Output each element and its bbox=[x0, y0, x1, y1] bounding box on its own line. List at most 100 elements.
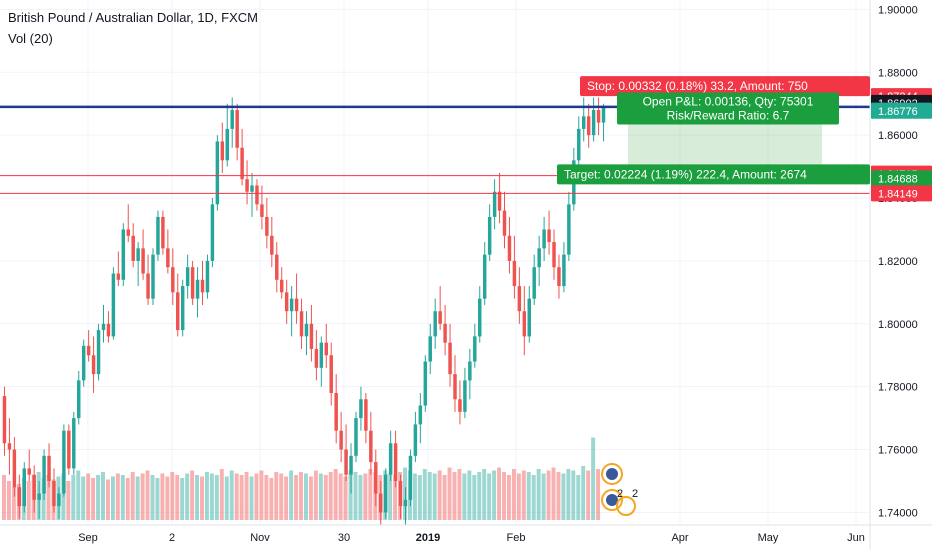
candle-body bbox=[403, 499, 408, 507]
symbol-title[interactable]: British Pound / Australian Dollar, 1D, F… bbox=[8, 10, 258, 25]
candle-body bbox=[423, 361, 428, 406]
candle-body bbox=[91, 355, 96, 375]
volume-bar bbox=[462, 473, 467, 520]
volume-bar bbox=[200, 476, 204, 520]
volume-bar bbox=[81, 476, 86, 520]
candle-body bbox=[319, 342, 324, 368]
volume-bar bbox=[373, 472, 378, 520]
candle-body bbox=[413, 424, 418, 456]
price-tag bbox=[871, 170, 932, 187]
y-tick-label: 1.80000 bbox=[878, 319, 918, 331]
target-label: Target: 0.02224 (1.19%) 222.4, Amount: 2… bbox=[564, 167, 807, 181]
candle-body bbox=[151, 254, 155, 299]
candle-body bbox=[101, 323, 106, 331]
volume-bar bbox=[318, 473, 323, 520]
volume-bar bbox=[304, 473, 308, 520]
volume-bar bbox=[101, 472, 105, 520]
volume-bar bbox=[363, 473, 368, 520]
y-tick-label: 1.78000 bbox=[878, 382, 918, 394]
candle-body bbox=[215, 141, 220, 205]
volume-bar bbox=[526, 472, 531, 520]
x-tick-label: Sep bbox=[78, 532, 98, 544]
volume-bar bbox=[264, 475, 269, 520]
volume-bar bbox=[596, 469, 601, 520]
volume-bar bbox=[427, 472, 432, 520]
volume-legend[interactable]: Vol (20) bbox=[8, 31, 53, 46]
candle-body bbox=[260, 204, 264, 217]
candle-body bbox=[586, 116, 591, 136]
candle-body bbox=[200, 279, 205, 293]
candle-body bbox=[383, 474, 388, 513]
volume-bar bbox=[234, 473, 239, 520]
volume-bar bbox=[457, 469, 462, 520]
volume-bar bbox=[155, 478, 160, 520]
volume-bar bbox=[541, 473, 546, 520]
candle-body bbox=[304, 323, 309, 337]
candle-body bbox=[67, 430, 71, 469]
volume-bar bbox=[289, 470, 294, 520]
candle-body bbox=[185, 267, 190, 287]
volume-bar bbox=[135, 476, 140, 520]
candle-body bbox=[433, 311, 437, 337]
candle-body bbox=[294, 298, 299, 312]
volume-bar bbox=[209, 473, 214, 520]
volume-bar bbox=[190, 470, 195, 520]
volume-bar bbox=[274, 472, 279, 520]
candle-body bbox=[279, 279, 284, 293]
candle-body bbox=[2, 396, 7, 444]
x-tick-label: Apr bbox=[671, 532, 688, 544]
y-tick-label: 1.76000 bbox=[878, 445, 918, 457]
candle-body bbox=[284, 292, 289, 312]
candle-body bbox=[458, 399, 462, 412]
candle-body bbox=[245, 179, 249, 192]
candle-body bbox=[77, 380, 81, 419]
volume-bar bbox=[110, 476, 115, 520]
candle-body bbox=[448, 342, 452, 375]
volume-bar bbox=[452, 472, 457, 520]
volume-bar bbox=[26, 481, 31, 520]
x-tick-label: 2 bbox=[169, 532, 175, 544]
volume-bar bbox=[521, 470, 526, 520]
candle-body bbox=[17, 487, 22, 507]
volume-bar bbox=[586, 470, 591, 520]
candle-body bbox=[329, 355, 333, 393]
candle-body bbox=[195, 279, 200, 299]
volume-bar bbox=[11, 487, 16, 520]
candle-body bbox=[527, 298, 531, 337]
volume-bar bbox=[338, 473, 343, 520]
candle-body bbox=[581, 116, 586, 129]
y-tick-label: 1.74000 bbox=[878, 507, 918, 519]
volume-bar bbox=[546, 470, 551, 520]
volume-bar bbox=[358, 475, 363, 520]
candle-body bbox=[86, 345, 91, 356]
volume-bar bbox=[536, 469, 541, 520]
candle-body bbox=[591, 110, 596, 136]
y-tick-label: 1.86000 bbox=[878, 130, 918, 142]
candle-body bbox=[136, 248, 140, 261]
volume-bar bbox=[294, 475, 299, 520]
candle-body bbox=[37, 493, 41, 500]
stop-label-box bbox=[580, 76, 870, 97]
candle-body bbox=[220, 141, 225, 161]
volume-bar bbox=[180, 478, 185, 520]
candle-body bbox=[171, 267, 175, 293]
price-tag-label: 1.86776 bbox=[878, 106, 918, 118]
candle-body bbox=[507, 235, 512, 261]
candle-body bbox=[7, 443, 12, 450]
candle-body bbox=[156, 216, 160, 255]
candle-body bbox=[190, 267, 195, 299]
volume-bar bbox=[46, 475, 51, 520]
flag-icon bbox=[606, 468, 618, 480]
volume-bar bbox=[279, 473, 284, 520]
volume-bar bbox=[254, 473, 259, 520]
candle-body bbox=[468, 361, 472, 381]
volume-bar bbox=[437, 470, 442, 520]
candle-body bbox=[126, 229, 130, 236]
volume-bar bbox=[115, 473, 120, 520]
volume-bar bbox=[571, 470, 576, 520]
volume-bar bbox=[422, 469, 427, 520]
volume-bar bbox=[432, 473, 437, 520]
candle-body bbox=[32, 474, 36, 500]
